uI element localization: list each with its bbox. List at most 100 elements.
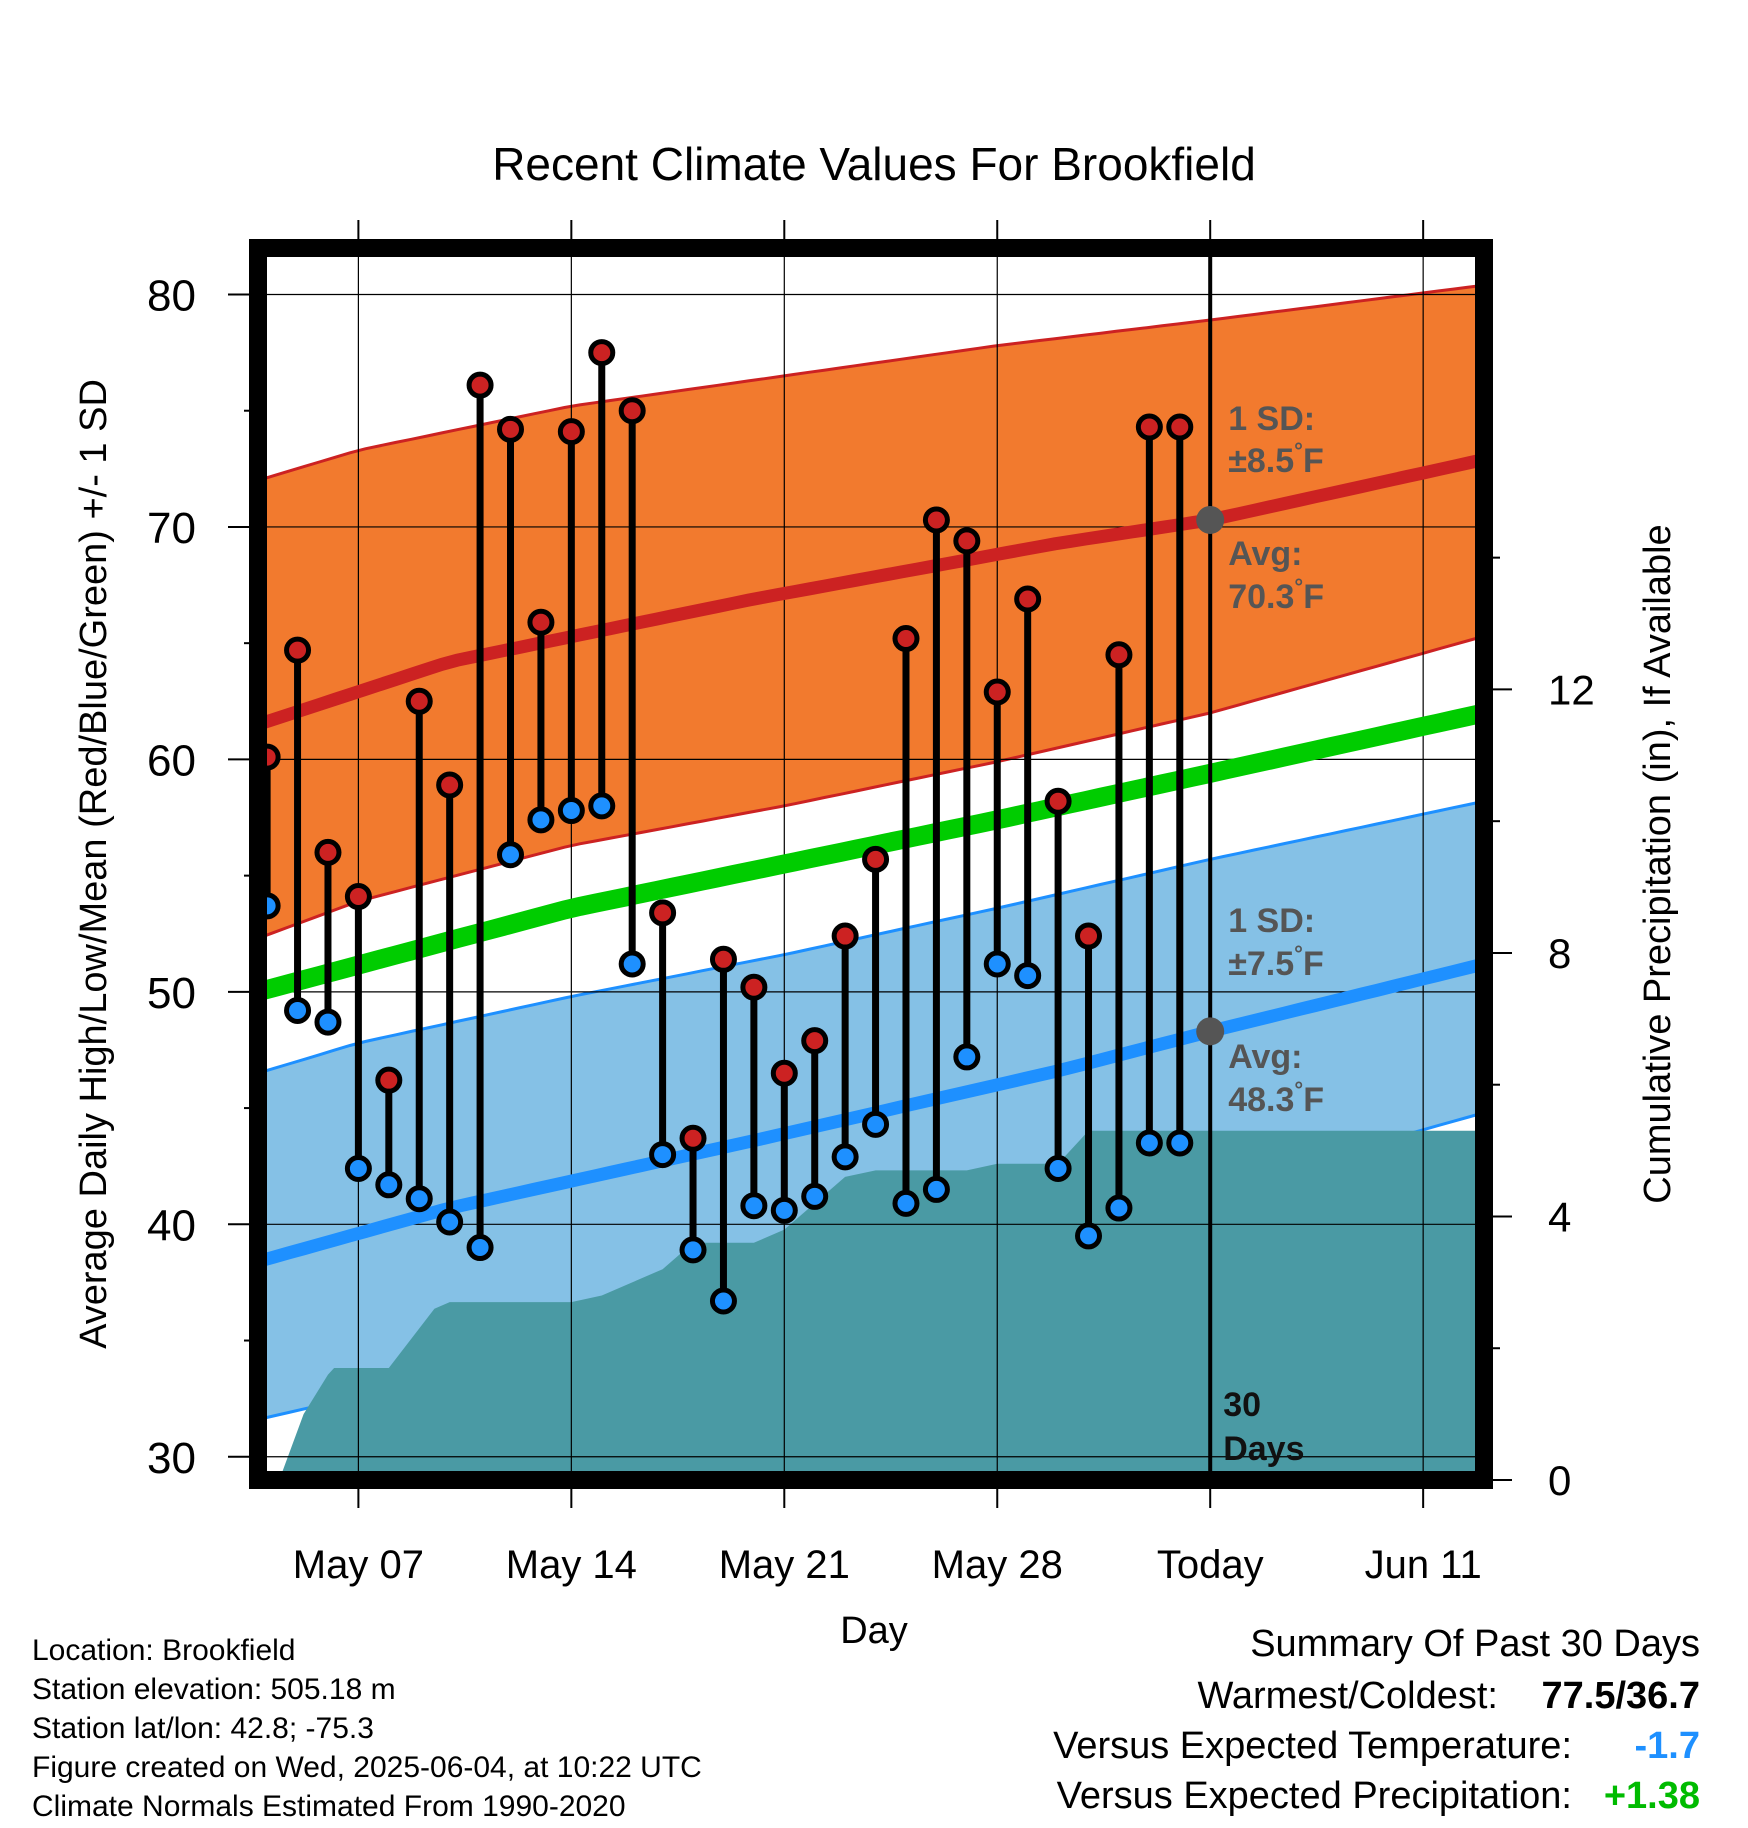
obs-high-marker xyxy=(1014,585,1042,613)
summary-warm-cold-label: Warmest/Coldest: xyxy=(1197,1675,1498,1717)
obs-high-marker xyxy=(588,339,616,367)
x-tick-label: May 14 xyxy=(506,1543,637,1587)
obs-low-marker xyxy=(862,1110,890,1138)
obs-high-marker xyxy=(770,1059,798,1087)
y-tick-label-left: 50 xyxy=(147,969,196,1018)
obs-low-marker xyxy=(557,797,585,825)
x-tick-label: May 21 xyxy=(719,1543,850,1587)
obs-low-marker xyxy=(892,1189,920,1217)
high-sd-value: ±8.5°F xyxy=(1228,438,1324,480)
plot-frame xyxy=(249,239,1493,1489)
y-tick-label-left: 60 xyxy=(147,736,196,785)
axes: 30 40 50 60 70 80 0 4 8 12 May 07 May 14 May 21 May 2… xyxy=(147,220,1595,1587)
obs-high-marker xyxy=(497,415,525,443)
footer-location: Location: Brookfield xyxy=(32,1634,296,1667)
precipitation-area xyxy=(258,1130,1484,1480)
high-sd-label: 1 SD: xyxy=(1228,400,1315,438)
high-sd-value-degree: ° xyxy=(1294,438,1303,463)
y-tick-label-right: 8 xyxy=(1548,930,1571,977)
today-days-label: Days xyxy=(1223,1430,1304,1468)
low-avg-label: Avg: xyxy=(1228,1038,1302,1076)
obs-low-marker xyxy=(922,1175,950,1203)
obs-low-marker xyxy=(770,1196,798,1224)
obs-low-marker xyxy=(709,1287,737,1315)
summary-title: Summary Of Past 30 Days xyxy=(1250,1623,1700,1665)
obs-low-marker xyxy=(1075,1222,1103,1250)
obs-high-marker xyxy=(983,678,1011,706)
low-upper-line xyxy=(258,799,1484,1075)
obs-high-marker xyxy=(436,771,464,799)
y-tick-label-left: 30 xyxy=(147,1434,196,1483)
obs-high-marker xyxy=(953,527,981,555)
obs-high-marker xyxy=(892,625,920,653)
summary-warm-cold-value: 77.5/36.7 xyxy=(1542,1675,1700,1717)
low-avg-dot xyxy=(1196,1017,1225,1046)
y-tick-label-left: 80 xyxy=(147,271,196,320)
summary-precip-value: +1.38 xyxy=(1604,1775,1700,1817)
x-tick-label: Jun 11 xyxy=(1365,1543,1482,1587)
high-upper-line xyxy=(258,283,1484,482)
x-tick-label: May 28 xyxy=(932,1543,1063,1587)
obs-stems xyxy=(263,349,1184,1305)
obs-low-marker xyxy=(588,792,616,820)
obs-low-marker xyxy=(679,1236,707,1264)
obs-high-marker xyxy=(831,922,859,950)
obs-low-marker xyxy=(497,841,525,869)
summary-temp-value: -1.7 xyxy=(1635,1725,1700,1767)
obs-low-marker xyxy=(649,1141,677,1169)
footer-created: Figure created on Wed, 2025-06-04, at 10… xyxy=(32,1751,702,1784)
obs-low-marker xyxy=(284,996,312,1024)
y-tick-label-left: 40 xyxy=(147,1201,196,1250)
y-axis-label-right: Cumulative Precipitation (in), If Availa… xyxy=(1637,524,1679,1203)
obs-high-marker xyxy=(557,418,585,446)
observations xyxy=(253,339,1194,1315)
mean-normal-line xyxy=(258,703,1484,1001)
y-tick-label-left: 70 xyxy=(147,504,196,553)
low-sd-value-unit: F xyxy=(1303,945,1324,983)
obs-low-marker xyxy=(1166,1129,1194,1157)
obs-low-marker xyxy=(1044,1155,1072,1183)
obs-low-marker xyxy=(405,1185,433,1213)
high-avg-label: Avg: xyxy=(1228,535,1302,573)
obs-low-marker xyxy=(801,1182,829,1210)
obs-high-marker xyxy=(1135,413,1163,441)
y-tick-label-right: 4 xyxy=(1548,1193,1571,1240)
obs-high-marker xyxy=(344,883,372,911)
summary-temp-label: Versus Expected Temperature: xyxy=(1053,1725,1572,1767)
precip-cumulative-area xyxy=(258,1130,1484,1480)
obs-low-marker xyxy=(527,806,555,834)
high-avg-value: 70.3°F xyxy=(1228,574,1324,616)
low-avg-value-degree: ° xyxy=(1294,1077,1303,1102)
obs-high-marker xyxy=(801,1027,829,1055)
low-sd-value: ±7.5°F xyxy=(1228,941,1324,983)
obs-low-marker xyxy=(983,950,1011,978)
obs-high-marker xyxy=(466,371,494,399)
high-normal-line xyxy=(258,453,1484,731)
obs-low-marker xyxy=(375,1171,403,1199)
obs-high-marker xyxy=(1166,413,1194,441)
footer-latlon: Station lat/lon: 42.8; -75.3 xyxy=(32,1712,374,1745)
obs-low-marker xyxy=(1014,962,1042,990)
obs-low-marker xyxy=(1135,1129,1163,1157)
obs-low-marker xyxy=(344,1155,372,1183)
high-avg-value-degree: ° xyxy=(1294,574,1303,599)
obs-high-marker xyxy=(922,506,950,534)
footer-normals: Climate Normals Estimated From 1990-2020 xyxy=(32,1790,626,1823)
obs-low-marker xyxy=(466,1234,494,1262)
high-avg-dot xyxy=(1196,505,1225,534)
obs-low-marker xyxy=(314,1008,342,1036)
obs-high-marker xyxy=(1044,787,1072,815)
obs-high-marker xyxy=(1105,641,1133,669)
summary-panel: Summary Of Past 30 Days Warmest/Coldest:… xyxy=(1053,1623,1700,1817)
summary-precip-label: Versus Expected Precipitation: xyxy=(1057,1775,1572,1817)
low-avg-value: 48.3°F xyxy=(1228,1077,1324,1119)
high-lower-line xyxy=(258,634,1484,940)
obs-low-marker xyxy=(436,1208,464,1236)
low-sd-label: 1 SD: xyxy=(1228,902,1315,940)
x-tick-label: May 07 xyxy=(293,1543,424,1587)
obs-low-marker xyxy=(953,1043,981,1071)
x-tick-label: Today xyxy=(1157,1543,1264,1587)
high-avg-value-unit: F xyxy=(1303,578,1324,616)
